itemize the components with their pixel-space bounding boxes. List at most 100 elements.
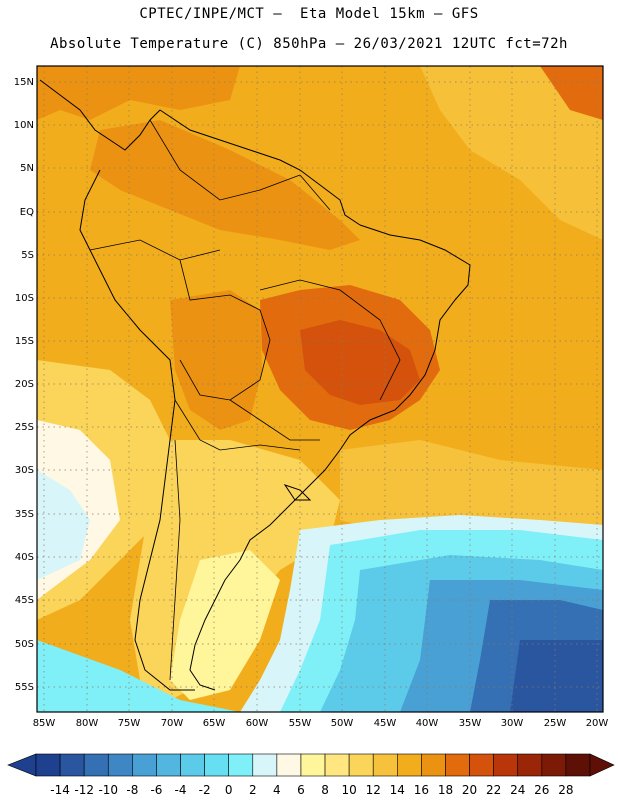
colorbar-swatch — [252, 753, 278, 777]
colorbar: -14 -12 -10 -8 -6 -4 -2 0 2 4 6 8 10 12 14 16 18 20 22 24 26… — [7, 753, 615, 797]
lat-label: 50S — [15, 639, 34, 650]
lon-label: 25W — [544, 718, 567, 729]
field-caribbean-18-20 — [37, 66, 240, 120]
lon-label: 45W — [374, 718, 397, 729]
map-title-line1: CPTEC/INPE/MCT – Eta Model 15km – GFS — [139, 6, 479, 22]
border-peru-north — [89, 239, 221, 261]
coast-caribbean — [159, 109, 361, 226]
colorbar-swatch — [372, 753, 398, 777]
field-s-atlantic-14-16 — [340, 440, 603, 530]
coast-central-america — [39, 79, 161, 151]
border-bolivia — [179, 259, 271, 401]
colorbar-swatch — [156, 753, 181, 777]
field-patagonia-8-10 — [170, 550, 280, 700]
colorbar-label: 4 — [273, 783, 281, 797]
coast-pacific — [79, 169, 195, 691]
temperature-field — [37, 66, 603, 712]
colorbar-label: 2 — [249, 783, 257, 797]
lat-label: 10N — [14, 120, 34, 131]
lat-label: EQ — [20, 207, 34, 218]
lat-label: 25S — [15, 422, 34, 433]
colorbar-label: 6 — [297, 783, 305, 797]
colorbar-arrow-low — [7, 753, 37, 777]
lat-label: 55S — [15, 682, 34, 693]
coast-brazil — [339, 224, 471, 451]
lon-label: 65W — [203, 718, 226, 729]
colorbar-label: 24 — [510, 783, 525, 797]
colorbar-swatch — [565, 753, 591, 777]
colorbar-swatch — [348, 753, 374, 777]
lon-label: 85W — [33, 718, 56, 729]
field-north-sa-18-20 — [90, 120, 360, 250]
colorbar-label: -2 — [199, 783, 211, 797]
lat-label: 40S — [15, 552, 34, 563]
colorbar-label: -6 — [150, 783, 162, 797]
border-chile-argentina — [169, 439, 181, 681]
lat-label: 5S — [21, 250, 34, 261]
coast-argentina — [189, 449, 341, 691]
lat-label: 45S — [15, 595, 34, 606]
colorbar-label: 14 — [390, 783, 405, 797]
colorbar-swatch — [445, 753, 470, 777]
colorbar-label: -12 — [74, 783, 94, 797]
lat-label: 30S — [15, 465, 34, 476]
colorbar-swatch — [517, 753, 543, 777]
colorbar-label: 10 — [341, 783, 356, 797]
lon-label: 40W — [416, 718, 439, 729]
colorbar-swatch — [132, 753, 157, 777]
colorbar-label: 0 — [225, 783, 233, 797]
lon-label: 55W — [289, 718, 312, 729]
field-pacific-4-6 — [37, 470, 90, 580]
colorbar-label: -14 — [50, 783, 70, 797]
colorbar-label: -10 — [98, 783, 118, 797]
colorbar-label: 26 — [534, 783, 549, 797]
graticule — [37, 66, 603, 712]
colorbar-swatch — [541, 753, 567, 777]
colorbar-swatch — [397, 753, 422, 777]
border-argentina-north — [174, 399, 301, 451]
country-borders — [89, 119, 401, 681]
lat-label: 10S — [15, 293, 34, 304]
colorbar-label: 20 — [462, 783, 477, 797]
colorbar-swatch — [228, 753, 254, 777]
lon-label: 20W — [586, 718, 609, 729]
colorbar-swatch — [421, 753, 446, 777]
colorbar-swatch — [300, 753, 326, 777]
colorbar-swatch — [35, 753, 61, 777]
lon-label: 60W — [246, 718, 269, 729]
colorbar-swatch — [83, 753, 109, 777]
border-brazil-states — [259, 279, 401, 401]
lat-label: 15N — [14, 77, 34, 88]
lat-label: 20S — [15, 379, 34, 390]
longitude-labels: 85W 80W 75W 70W 65W 60W 55W 50W 45W 40W … — [33, 718, 609, 729]
colorbar-label: 16 — [414, 783, 429, 797]
lat-label: 15S — [15, 336, 34, 347]
colorbar-swatch — [469, 753, 494, 777]
colorbar-swatch — [204, 753, 229, 777]
colorbar-swatch — [276, 753, 302, 777]
field-drake-2-4 — [37, 640, 240, 712]
latitude-labels: 15N 10N 5N EQ 5S 10S 15S 20S 25S 30S 35S… — [14, 77, 34, 693]
map-title-line2: Absolute Temperature (C) 850hPa – 26/03/… — [50, 36, 568, 52]
field-atlantic-14-16 — [420, 66, 603, 240]
colorbar-label: 18 — [438, 783, 453, 797]
colorbar-swatch — [493, 753, 519, 777]
field-bolivia-18-20 — [170, 290, 262, 430]
border-paraguay — [229, 399, 320, 441]
coast-lagoon — [283, 484, 312, 501]
colorbar-label: 12 — [366, 783, 381, 797]
colorbar-label: -4 — [175, 783, 187, 797]
colorbar-arrow-high — [589, 753, 615, 777]
colorbar-label: 28 — [558, 783, 573, 797]
colorbar-label: 8 — [321, 783, 329, 797]
lon-label: 50W — [331, 718, 354, 729]
lat-label: 5N — [20, 163, 34, 174]
lat-label: 35S — [15, 509, 34, 520]
map-border — [36, 65, 604, 713]
field-ne-hot — [540, 66, 603, 120]
colorbar-swatch — [59, 753, 85, 777]
border-guianas — [299, 174, 331, 211]
colorbar-swatch — [107, 753, 133, 777]
field-cold-minus12 — [510, 640, 603, 712]
